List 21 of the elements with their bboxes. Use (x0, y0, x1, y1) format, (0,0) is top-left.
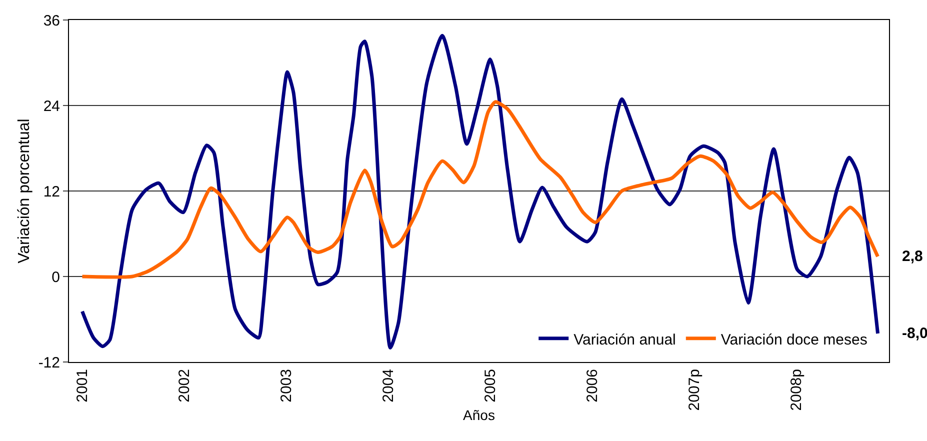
x-tick-label: 2001 (74, 369, 92, 402)
y-tick-label: 36 (43, 12, 60, 30)
y-tick-label: 0 (52, 268, 60, 286)
y-axis-title: Variación porcentual (16, 118, 34, 264)
x-axis-title: Años (463, 407, 495, 424)
y-tick-label: 24 (43, 98, 60, 115)
line-series (80, 100, 880, 279)
x-tick-label: 2004 (380, 369, 398, 402)
x-tick-label: 2003 (278, 369, 296, 402)
x-tick-label: 2008p (788, 369, 806, 411)
y-tick-label: 12 (43, 183, 60, 200)
annotation: 2,8 (902, 248, 923, 265)
line-series (80, 34, 880, 350)
x-tick-label: 2005 (482, 369, 500, 402)
legend-label: Variación doce meses (720, 331, 868, 348)
y-tick-label: -12 (38, 354, 60, 372)
legend-label: Variación anual (574, 331, 676, 348)
annotation: -8,0 (902, 325, 927, 342)
x-tick-label: 2006 (584, 369, 602, 402)
x-tick-label: 2007p (686, 369, 704, 411)
x-tick-label: 2002 (176, 369, 194, 402)
